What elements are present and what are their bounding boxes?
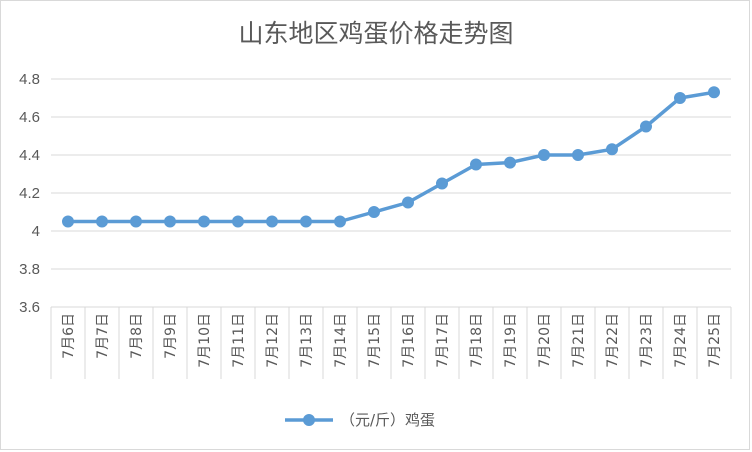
data-point [96, 215, 108, 228]
x-tick-label: 7月7日 [95, 313, 111, 359]
data-point [164, 215, 176, 228]
data-point [606, 143, 618, 156]
x-tick-label: 7月8日 [129, 313, 145, 359]
data-point [538, 149, 550, 161]
grid-lines [51, 78, 731, 270]
data-point [640, 120, 652, 133]
x-tick-label: 7月10日 [197, 313, 213, 368]
x-tick-label: 7月17日 [435, 313, 451, 368]
x-axis: 7月6日 7月7日 7月8日 7月9日 7月10日 7月11日 7月12日 7月13日 7月14… [50, 306, 732, 379]
x-tick-label: 7月18日 [469, 313, 485, 368]
x-tick-label: 7月19日 [503, 313, 519, 368]
x-tick-label: 7月13日 [299, 313, 315, 368]
y-tick-label: 4.6 [19, 109, 40, 126]
y-tick-label: 4.4 [19, 147, 40, 164]
x-tick-label: 7月22日 [605, 313, 621, 368]
chart-title: 山东地区鸡蛋价格走势图 [238, 19, 514, 48]
data-point [266, 215, 278, 228]
data-point [674, 92, 686, 104]
data-point [402, 196, 414, 209]
x-tick-label: 7月20日 [537, 313, 553, 368]
data-point [470, 158, 482, 171]
data-point [232, 215, 244, 228]
legend-marker-swatch [303, 414, 315, 426]
x-tick-label: 7月21日 [571, 313, 587, 368]
series-egg [62, 86, 720, 228]
data-point [504, 156, 516, 169]
y-tick-label: 3.6 [19, 299, 40, 316]
data-point [436, 177, 448, 190]
x-tick-label: 7月14日 [333, 313, 349, 368]
data-point [572, 149, 584, 161]
legend-label: （元/斤）鸡蛋 [340, 411, 435, 429]
y-tick-label: 4 [32, 223, 40, 240]
x-tick-label: 7月15日 [367, 313, 383, 368]
data-point [62, 215, 74, 228]
y-tick-label: 4.2 [19, 185, 40, 202]
y-tick-label: 3.8 [19, 261, 40, 278]
legend: （元/斤）鸡蛋 [285, 411, 435, 429]
x-tick-label: 7月12日 [265, 313, 281, 368]
y-axis-ticks: 3.6 3.8 4 4.2 4.4 4.6 4.8 [19, 71, 40, 316]
x-tick-label: 7月9日 [163, 313, 179, 359]
data-point [130, 215, 142, 228]
x-tick-label: 7月11日 [231, 313, 247, 368]
data-point [198, 215, 210, 228]
data-point [708, 86, 720, 99]
data-point [300, 215, 312, 228]
data-point [334, 215, 346, 228]
x-tick-label: 7月24日 [673, 313, 689, 368]
series-line [66, 90, 716, 224]
x-tick-label: 7月16日 [401, 313, 417, 368]
y-tick-label: 4.8 [19, 71, 40, 88]
x-tick-label: 7月6日 [61, 313, 77, 359]
data-point [368, 206, 380, 218]
x-tick-label: 7月23日 [639, 313, 655, 368]
x-tick-label: 7月25日 [707, 313, 723, 368]
